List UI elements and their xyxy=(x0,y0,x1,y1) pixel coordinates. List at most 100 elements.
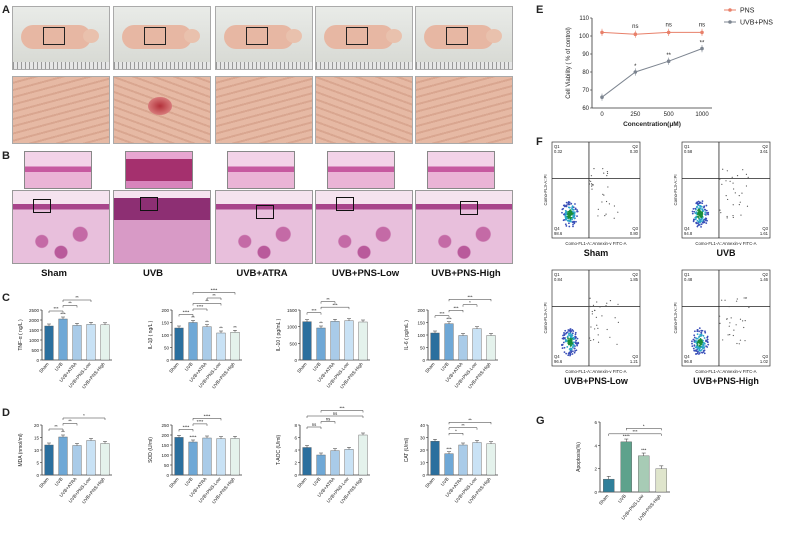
quadrant-name: Q3 xyxy=(632,354,638,359)
event-dot xyxy=(573,211,576,214)
y-tick-label: 80 xyxy=(582,70,589,76)
event-dot xyxy=(699,220,702,223)
mouse-head xyxy=(286,29,302,43)
event-dot xyxy=(747,176,749,178)
event-dot xyxy=(564,329,567,332)
y-tick-label: 0 xyxy=(422,358,425,363)
plot-frame xyxy=(681,269,771,367)
quadrant-value: 96.8 xyxy=(684,359,693,364)
event-dot xyxy=(572,206,575,209)
significance-bracket xyxy=(448,433,464,436)
event-dot xyxy=(739,318,742,320)
event-dot xyxy=(701,220,703,223)
event-dot xyxy=(699,349,702,352)
panel-label-b: B xyxy=(2,150,10,162)
event-dot xyxy=(706,336,709,339)
bar xyxy=(202,326,212,361)
event-dot xyxy=(571,210,574,213)
significance-bracket xyxy=(178,314,194,317)
bar xyxy=(188,322,198,361)
quadrant-name: Q2 xyxy=(632,272,638,277)
event-dot xyxy=(726,217,728,219)
event-dot xyxy=(592,184,594,186)
event-dot xyxy=(567,211,569,213)
event-dot xyxy=(605,305,607,307)
event-dot xyxy=(693,344,696,347)
y-axis-label: Como-FL3-A::PI xyxy=(543,174,548,205)
bracket-label: ** xyxy=(461,423,465,428)
mouse-body xyxy=(224,25,294,49)
bar xyxy=(100,443,110,476)
y-tick-label: 4 xyxy=(294,448,297,453)
bracket-label: **** xyxy=(204,414,211,419)
bar xyxy=(230,438,240,476)
x-tick-label: Sham xyxy=(168,476,180,489)
event-dot xyxy=(693,336,696,339)
plot-frame xyxy=(551,269,641,367)
significance-bracket xyxy=(462,304,478,307)
bar xyxy=(344,449,354,476)
event-dot xyxy=(591,185,593,187)
event-dot xyxy=(730,317,732,319)
event-dot xyxy=(595,316,597,318)
event-dot xyxy=(703,346,706,349)
bar-chart-G: 0246Apoptosis(%)Sham****UVB***UVB+PNS-Lo… xyxy=(576,420,670,522)
event-dot xyxy=(704,209,707,211)
bracket-label: ns xyxy=(312,422,317,427)
y-tick-label: 10 xyxy=(420,461,426,466)
event-dot xyxy=(704,211,707,214)
event-dot xyxy=(601,315,603,317)
event-dot xyxy=(572,223,574,226)
histology-section xyxy=(113,190,211,264)
panel-label-a: A xyxy=(2,4,10,16)
event-dot xyxy=(738,203,740,206)
event-dot xyxy=(718,315,721,317)
event-dot xyxy=(705,339,707,342)
significance-bracket xyxy=(192,308,208,311)
event-dot xyxy=(576,344,579,347)
panel-label-d: D xyxy=(2,407,10,419)
quadrant-value: 1.02 xyxy=(760,359,769,364)
y-axis-label: Apoptosis(%) xyxy=(576,442,582,472)
y-tick-label: 50 xyxy=(420,346,426,351)
histology-label-pns-high: UVB+PNS-High xyxy=(431,268,501,279)
event-dot xyxy=(576,209,578,211)
histology-inset xyxy=(125,151,193,189)
event-dot xyxy=(570,344,572,347)
legend-label: UVB+PNS xyxy=(740,20,773,27)
event-dot xyxy=(565,331,568,334)
event-dot xyxy=(731,176,733,178)
event-dot xyxy=(562,341,565,344)
bracket-label: *** xyxy=(467,294,472,299)
plot-frame xyxy=(681,141,771,239)
y-tick-label: 20 xyxy=(420,448,426,453)
event-dot xyxy=(596,324,598,326)
y-tick-label: 10 xyxy=(34,448,40,453)
event-dot xyxy=(699,333,702,336)
y-axis-label: MDA (nmol/ml) xyxy=(18,433,24,466)
event-dot xyxy=(735,300,738,302)
event-dot xyxy=(700,346,703,349)
event-dot xyxy=(697,224,700,227)
event-dot xyxy=(719,209,721,211)
plot-frame xyxy=(551,141,641,239)
event-dot xyxy=(602,193,604,195)
event-dot xyxy=(569,353,572,356)
event-dot xyxy=(727,334,729,336)
bracket-label: **** xyxy=(183,425,190,430)
event-dot xyxy=(744,340,746,342)
panel-label-e: E xyxy=(536,4,544,16)
x-tick-label: 250 xyxy=(630,112,641,118)
event-dot xyxy=(561,211,563,214)
event-dot xyxy=(691,210,694,213)
bracket-label: ** xyxy=(212,293,216,298)
event-dot xyxy=(704,331,707,334)
x-tick-label: Sham xyxy=(424,361,436,374)
event-dot xyxy=(702,206,705,209)
y-tick-label: 100 xyxy=(161,453,169,458)
y-tick-label: 2 xyxy=(294,461,297,466)
y-tick-label: 0 xyxy=(294,473,297,478)
